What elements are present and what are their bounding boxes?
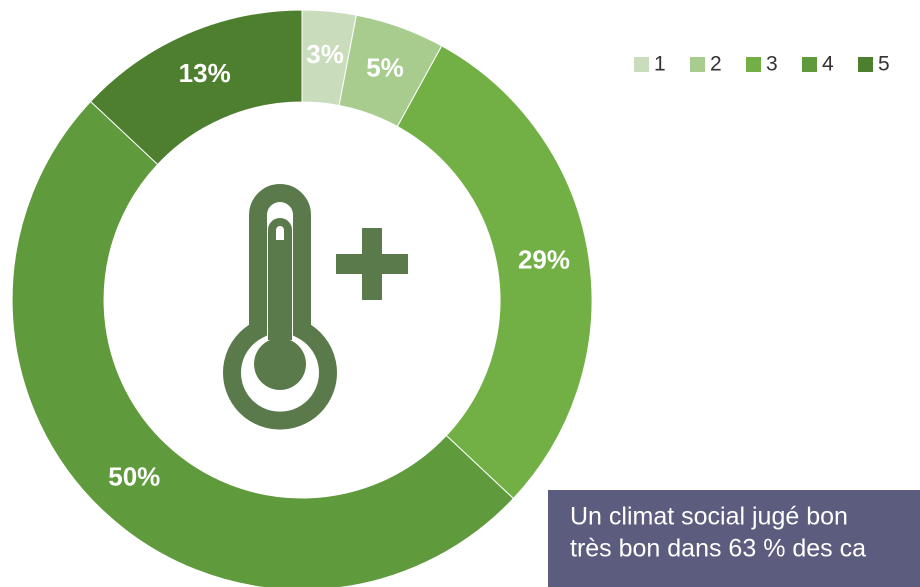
legend-label: 1 bbox=[654, 53, 666, 76]
data-label: 29% bbox=[518, 245, 570, 275]
annotation-text: Un climat social jugé bon bbox=[570, 503, 848, 531]
legend-swatch bbox=[746, 57, 761, 72]
legend-swatch bbox=[690, 57, 705, 72]
legend-label: 5 bbox=[878, 53, 890, 76]
legend-swatch bbox=[858, 57, 873, 72]
thermometer-icon bbox=[223, 184, 408, 430]
legend-label: 3 bbox=[766, 53, 778, 76]
donut-slice bbox=[89, 9, 303, 166]
data-label: 50% bbox=[108, 461, 160, 491]
annotation-box bbox=[548, 490, 920, 587]
data-label: 5% bbox=[366, 52, 404, 82]
donut-slice bbox=[11, 100, 515, 587]
legend-swatch bbox=[802, 57, 817, 72]
legend-swatch bbox=[634, 57, 649, 72]
donut-slice bbox=[396, 45, 593, 500]
legend-label: 4 bbox=[822, 53, 834, 76]
data-label: 3% bbox=[306, 39, 344, 69]
data-label: 13% bbox=[179, 58, 231, 88]
annotation-text: très bon dans 63 % des ca bbox=[570, 535, 866, 563]
legend-label: 2 bbox=[710, 53, 722, 76]
